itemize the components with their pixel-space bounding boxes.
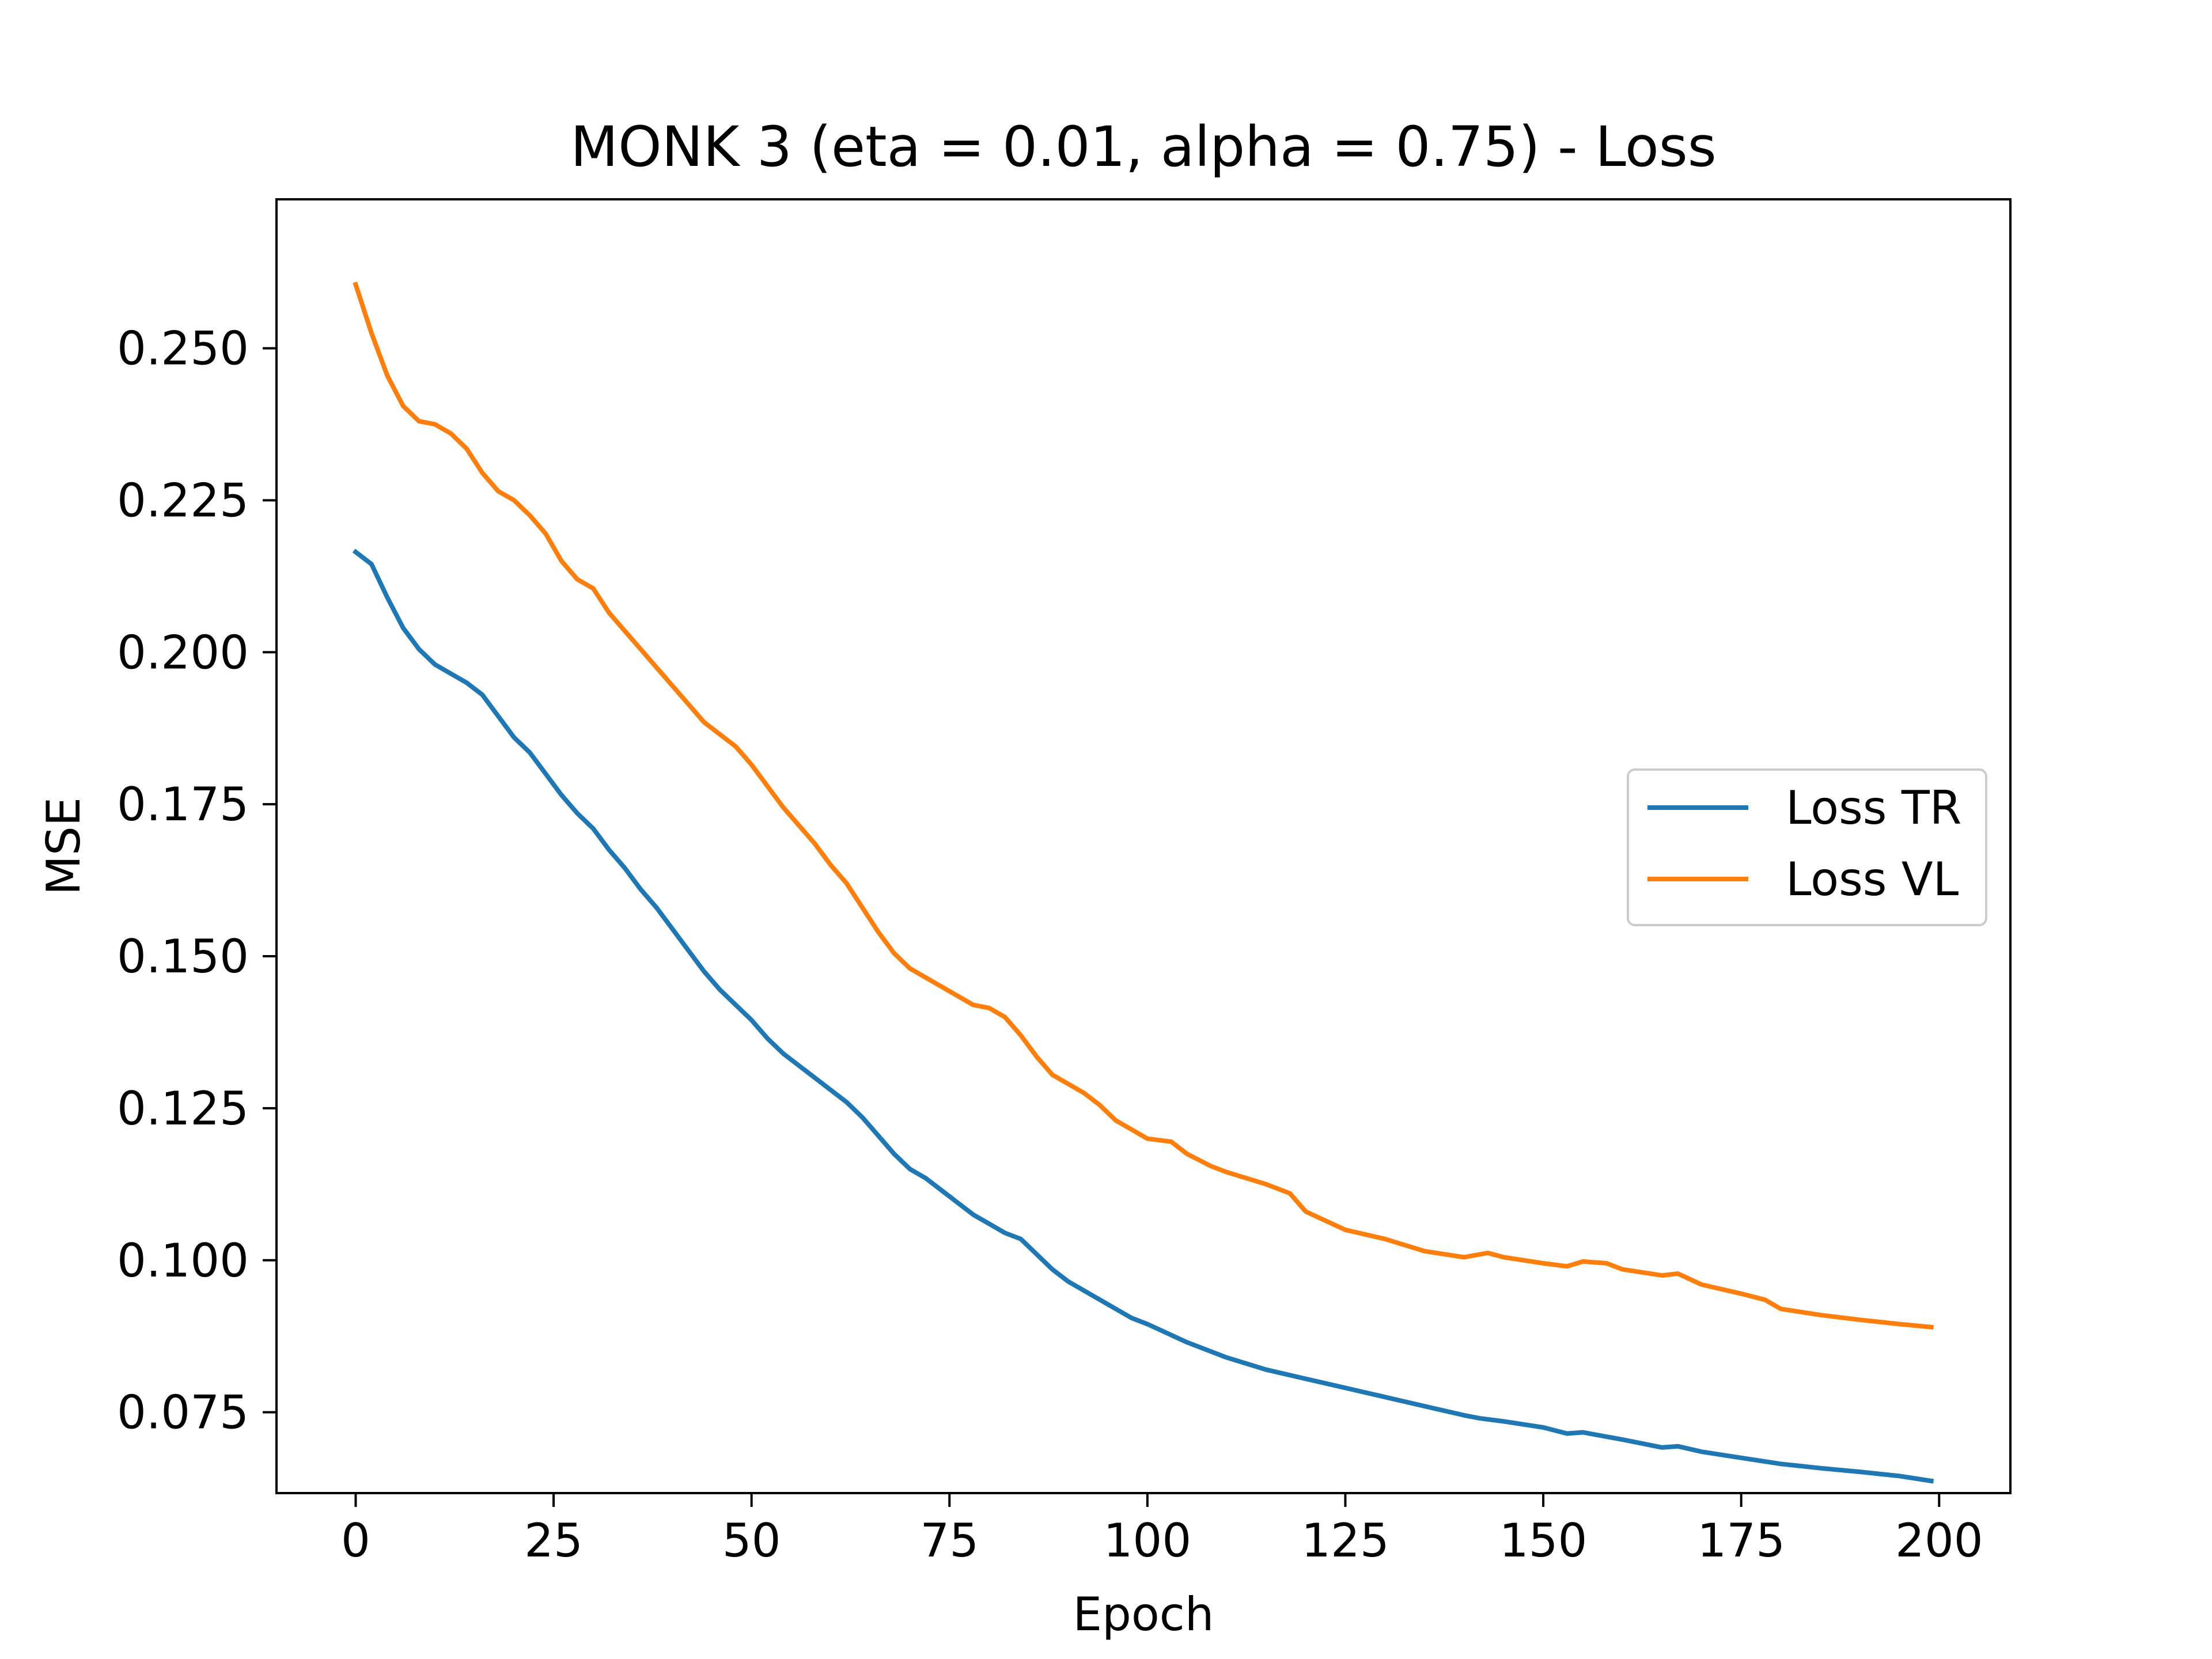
y-tick-label: 0.100	[117, 1234, 249, 1287]
y-axis-ticks: 0.075 0.100 0.125 0.150 0.175 0.200 0.225 0.250	[117, 322, 276, 1440]
x-tick-label: 125	[1301, 1514, 1389, 1567]
y-tick-label: 0.075	[117, 1386, 249, 1440]
x-tick-label: 75	[920, 1514, 979, 1567]
x-tick-label: 0	[341, 1514, 370, 1567]
x-tick-label: 25	[524, 1514, 583, 1567]
series-line-loss-vl	[353, 281, 1934, 1330]
x-tick-label: 150	[1499, 1514, 1588, 1567]
y-tick-label: 0.150	[117, 930, 249, 983]
x-tick-label: 100	[1104, 1514, 1192, 1567]
legend-label-loss-tr: Loss TR	[1786, 781, 1961, 835]
chart-title: MONK 3 (eta = 0.01, alpha = 0.75) - Loss	[570, 115, 1717, 179]
legend: Loss TR Loss VL	[1627, 768, 1987, 926]
series-line-loss-tr	[352, 548, 1934, 1484]
y-tick-label: 0.225	[117, 474, 249, 527]
y-tick-label: 0.125	[117, 1082, 249, 1135]
x-tick-label: 200	[1895, 1514, 1983, 1567]
legend-label-loss-vl: Loss VL	[1786, 853, 1959, 906]
x-tick-label: 50	[722, 1514, 781, 1567]
y-tick-label: 0.250	[117, 322, 249, 376]
x-axis-ticks: 0 25 50 75 100 125 150 175 200	[341, 1493, 1983, 1567]
y-axis-label: MSE	[37, 797, 90, 895]
axes-frame	[275, 198, 2012, 1494]
series-layer	[352, 281, 1934, 1484]
x-axis-label: Epoch	[1073, 1588, 1214, 1641]
y-tick-label: 0.175	[117, 778, 249, 831]
y-tick-label: 0.200	[117, 626, 249, 679]
x-tick-label: 175	[1697, 1514, 1785, 1567]
